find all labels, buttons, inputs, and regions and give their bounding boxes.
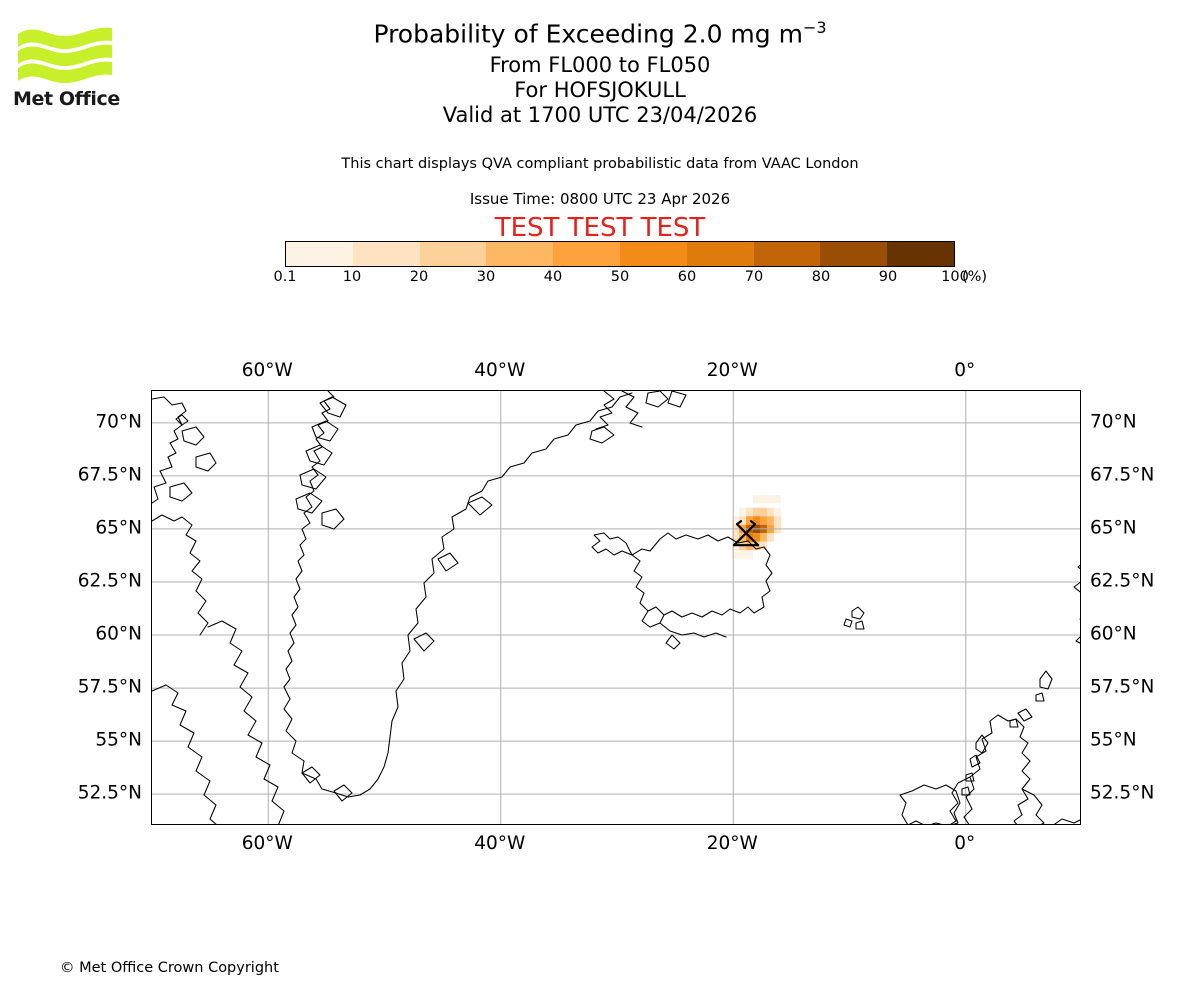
lon-label-bottom--20: 20°W: [706, 833, 758, 854]
lon-label-bottom-0: 0°: [954, 833, 976, 854]
lat-label-left-70: 70°N: [95, 411, 142, 433]
ash-probability-heatmap: [732, 494, 781, 559]
map-canvas: [152, 391, 1080, 824]
lat-label-left-60: 60°N: [95, 623, 142, 645]
page-title-exponent: −3: [802, 18, 827, 37]
colorbar-segment-3: [486, 242, 554, 266]
test-banner: TEST TEST TEST: [494, 213, 706, 243]
colorbar-units-label: (%): [962, 269, 988, 285]
heatmap-cell: [766, 533, 774, 542]
copyright-notice: © Met Office Crown Copyright: [60, 960, 279, 976]
colorbar-segment-0: [286, 242, 353, 266]
heatmap-cell: [732, 550, 740, 559]
lon-label-bottom--60: 60°W: [241, 833, 293, 854]
heatmap-cell: [746, 507, 754, 517]
met-office-wordmark: Met Office: [13, 88, 120, 110]
title-block: Probability of Exceeding 2.0 mg m−3 From…: [0, 20, 1200, 130]
colorbar-segment-8: [820, 242, 888, 266]
page-title: Probability of Exceeding 2.0 mg m−3: [0, 20, 1200, 55]
heatmap-cell: [746, 550, 754, 559]
colorbar-tick-labels: 0.1 10 20 30 40 50 60 70 80 90 100: [273, 267, 968, 289]
lon-label-bottom--40: 40°W: [474, 833, 526, 854]
heatmap-cell: [759, 541, 767, 551]
map-plot-area[interactable]: [151, 390, 1081, 825]
heatmap-cell: [766, 516, 774, 525]
lat-label-right-70: 70°N: [1090, 411, 1137, 433]
colorbar-tick-20: 20: [409, 269, 429, 285]
qva-compliance-note: This chart displays QVA compliant probab…: [341, 156, 859, 172]
lat-label-right-65: 65°N: [1090, 517, 1137, 539]
lat-label-left-55: 55°N: [95, 729, 142, 751]
heatmap-cell: [753, 494, 760, 504]
colorbar-tick-50: 50: [610, 269, 630, 285]
met-office-logo: Met Office: [12, 24, 142, 114]
volcano-name-line: For HOFSJOKULL: [514, 78, 686, 103]
valid-time-line: Valid at 1700 UTC 23/04/2026: [442, 103, 758, 128]
coastlines: [152, 391, 1080, 824]
heatmap-cell: [773, 494, 781, 504]
colorbar-segment-1: [352, 242, 420, 266]
colorbar-tick-60: 60: [677, 269, 697, 285]
issue-time-line: Issue Time: 0800 UTC 23 Apr 2026: [469, 190, 731, 208]
lat-label-left-67.5: 67.5°N: [77, 464, 142, 486]
colorbar-gradient: [285, 241, 955, 267]
heatmap-cell: [753, 507, 760, 517]
colorbar-segment-5: [619, 242, 687, 266]
heatmap-cell: [766, 494, 774, 504]
colorbar-tick-70: 70: [744, 269, 764, 285]
heatmap-cell: [759, 494, 767, 504]
lat-label-left-52.5: 52.5°N: [77, 782, 142, 804]
colorbar-tick-30: 30: [476, 269, 496, 285]
lat-label-right-55: 55°N: [1090, 729, 1137, 751]
map-gridlines: [152, 391, 1080, 824]
heatmap-cell: [739, 507, 747, 517]
lat-label-right-62.5: 62.5°N: [1090, 570, 1155, 592]
heatmap-cell: [739, 516, 747, 525]
lat-label-right-57.5: 57.5°N: [1090, 676, 1155, 698]
page-title-text: Probability of Exceeding 2.0 mg m: [373, 19, 803, 49]
colorbar-segment-7: [753, 242, 821, 266]
heatmap-cell: [759, 533, 767, 542]
lat-label-right-52.5: 52.5°N: [1090, 782, 1155, 804]
lat-label-right-67.5: 67.5°N: [1090, 464, 1155, 486]
heatmap-cell: [759, 516, 767, 525]
colorbar-segment-4: [553, 242, 620, 266]
lat-label-left-62.5: 62.5°N: [77, 570, 142, 592]
lon-label-top--40: 40°W: [474, 360, 526, 381]
heatmap-cell: [773, 507, 781, 517]
colorbar-segment-2: [419, 242, 487, 266]
volcano-source-marker: [732, 520, 760, 547]
lat-label-left-65: 65°N: [95, 517, 142, 539]
colorbar-tick-10: 10: [342, 269, 362, 285]
colorbar-segment-9: [887, 242, 954, 266]
heatmap-cell: [759, 507, 767, 517]
colorbar-tick-40: 40: [543, 269, 563, 285]
heatmap-cell: [732, 516, 740, 525]
colorbar-tick-90: 90: [878, 269, 898, 285]
colorbar-tick-100: 100: [941, 269, 969, 285]
heatmap-cell: [753, 516, 760, 525]
flight-level-line: From FL000 to FL050: [489, 53, 711, 78]
colorbar-segment-6: [686, 242, 754, 266]
heatmap-cell: [732, 533, 740, 542]
colorbar-tick-80: 80: [811, 269, 831, 285]
lon-label-top--20: 20°W: [706, 360, 758, 381]
lon-label-top--60: 60°W: [241, 360, 293, 381]
met-office-wave-mark: [18, 27, 112, 84]
heatmap-cell: [773, 516, 781, 525]
colorbar-tick-0.1: 0.1: [273, 269, 297, 285]
heatmap-cell: [746, 516, 754, 525]
lon-label-top-0: 0°: [954, 360, 976, 381]
heatmap-cell: [766, 507, 774, 517]
lat-label-right-60: 60°N: [1090, 623, 1137, 645]
heatmap-cell: [739, 550, 747, 559]
colorbar: 0.1 10 20 30 40 50 60 70 80 90 100: [273, 241, 969, 285]
heatmap-cell: [753, 533, 760, 542]
lat-label-left-57.5: 57.5°N: [77, 676, 142, 698]
